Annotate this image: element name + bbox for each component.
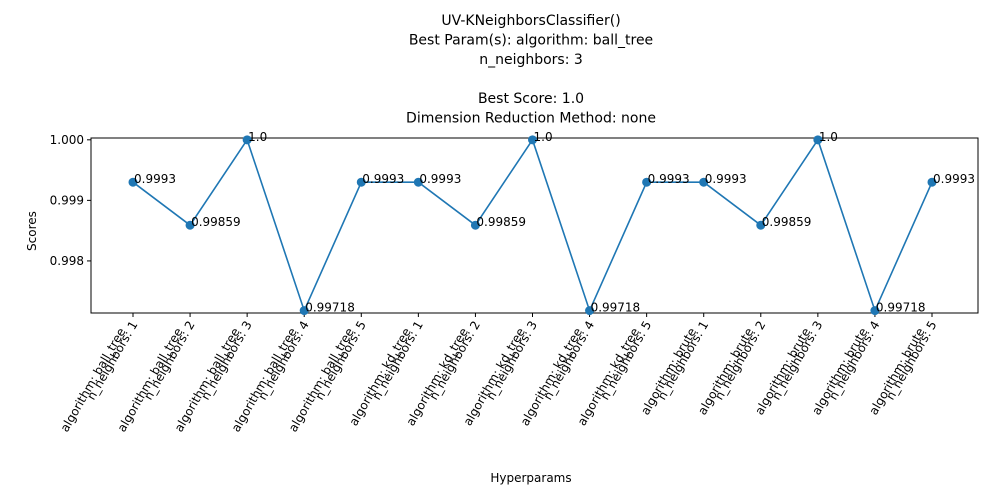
data-label: 1.0 <box>534 130 553 144</box>
data-point <box>585 306 595 316</box>
data-point <box>470 220 480 230</box>
data-point <box>242 135 252 145</box>
title-line: Best Param(s): algorithm: ball_tree <box>409 33 653 49</box>
data-point <box>927 177 937 187</box>
data-point <box>699 177 709 187</box>
data-point <box>413 177 423 187</box>
data-point <box>813 135 823 145</box>
data-point <box>128 177 138 187</box>
y-tick-label: 1.000 <box>50 133 84 147</box>
y-tick-label: 0.998 <box>50 254 84 268</box>
data-label: 0.99718 <box>305 301 355 315</box>
data-label: 0.9993 <box>705 172 747 186</box>
data-label: 1.0 <box>819 130 838 144</box>
data-label: 0.9993 <box>362 172 404 186</box>
data-label: 0.99859 <box>476 215 526 229</box>
data-label: 0.99859 <box>191 215 241 229</box>
series-line <box>128 135 937 316</box>
data-point <box>528 135 537 145</box>
data-label: 0.9993 <box>134 172 176 186</box>
data-label: 0.9993 <box>419 172 461 186</box>
data-point <box>356 177 366 187</box>
y-axis: 0.998 0.999 1.000 <box>50 133 91 268</box>
y-axis-label: Scores <box>25 211 39 251</box>
x-axis-label: Hyperparams <box>490 471 571 485</box>
data-label: 0.99718 <box>876 301 926 315</box>
data-label: 0.99718 <box>591 301 641 315</box>
y-tick-label: 0.999 <box>50 193 84 207</box>
data-point <box>756 220 766 230</box>
chart-title: UV-KNeighborsClassifier() Best Param(s): … <box>406 13 656 127</box>
title-line: Dimension Reduction Method: none <box>406 111 656 127</box>
data-point <box>870 306 880 316</box>
title-line: UV-KNeighborsClassifier() <box>441 13 620 29</box>
data-point <box>185 220 195 230</box>
data-point <box>299 306 309 316</box>
data-label: 0.99859 <box>762 215 812 229</box>
data-label: 0.9993 <box>933 172 975 186</box>
data-point <box>642 177 652 187</box>
title-line: Best Score: 1.0 <box>478 91 584 107</box>
data-label: 1.0 <box>248 130 267 144</box>
data-labels: 0.9993 0.99859 1.0 0.99718 0.9993 0.9993 0.998… <box>134 130 975 315</box>
title-line: n_neighbors: 3 <box>479 52 583 68</box>
series-path <box>132 138 933 313</box>
data-label: 0.9993 <box>648 172 690 186</box>
